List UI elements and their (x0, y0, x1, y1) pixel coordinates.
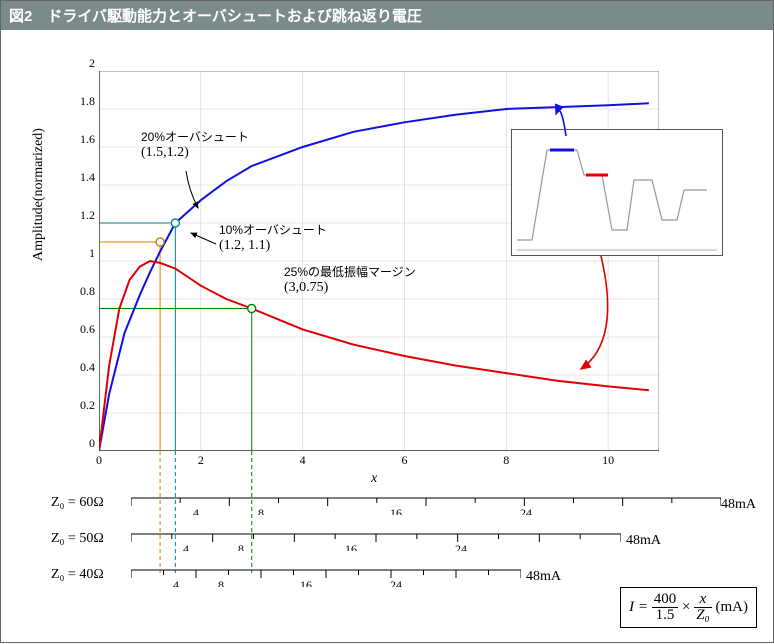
annot-10pct-coord: (1.2, 1.1) (219, 238, 270, 253)
inset-waveform (511, 129, 723, 256)
figure-container: 図2 ドライバ駆動能力とオーバシュートおよび跳ね返り電圧 Amplitude(n… (0, 0, 774, 643)
annot-25pct: 25%の最低振幅マージン (3,0.75) (284, 263, 416, 296)
svg-text:4: 4 (193, 506, 199, 515)
annot-20pct: 20%オーバシュート (1.5,1.2) (141, 128, 249, 161)
annot-20pct-label: 20%オーバシュート (141, 130, 249, 144)
figure-title: 図2 ドライバ駆動能力とオーバシュートおよび跳ね返り電圧 (1, 1, 773, 30)
svg-text:4: 4 (173, 578, 179, 587)
svg-text:16: 16 (390, 506, 402, 515)
svg-text:8: 8 (238, 542, 244, 551)
svg-text:16: 16 (345, 542, 357, 551)
annot-10pct: 10%オーバシュート (1.2, 1.1) (219, 221, 327, 254)
annot-10pct-label: 10%オーバシュート (219, 223, 327, 237)
svg-text:24: 24 (390, 578, 402, 587)
svg-text:4: 4 (183, 542, 189, 551)
svg-text:8: 8 (218, 578, 224, 587)
y-axis-label: Amplitude(normarized) (31, 128, 47, 261)
annot-20pct-coord: (1.5,1.2) (141, 145, 189, 160)
y-tick-labels: 00.20.40.60.811.21.41.61.82 (71, 63, 95, 451)
svg-text:8: 8 (258, 506, 264, 515)
svg-text:24: 24 (455, 542, 467, 551)
formula-lhs: I = (629, 599, 648, 615)
annot-25pct-label: 25%の最低振幅マージン (284, 265, 416, 279)
svg-text:24: 24 (520, 506, 532, 515)
formula-box: I = 4001.5 × xZ₀ (mA) (620, 587, 757, 628)
svg-text:16: 16 (300, 578, 312, 587)
annot-25pct-coord: (3,0.75) (284, 280, 328, 295)
x-axis-label: x (371, 471, 377, 487)
